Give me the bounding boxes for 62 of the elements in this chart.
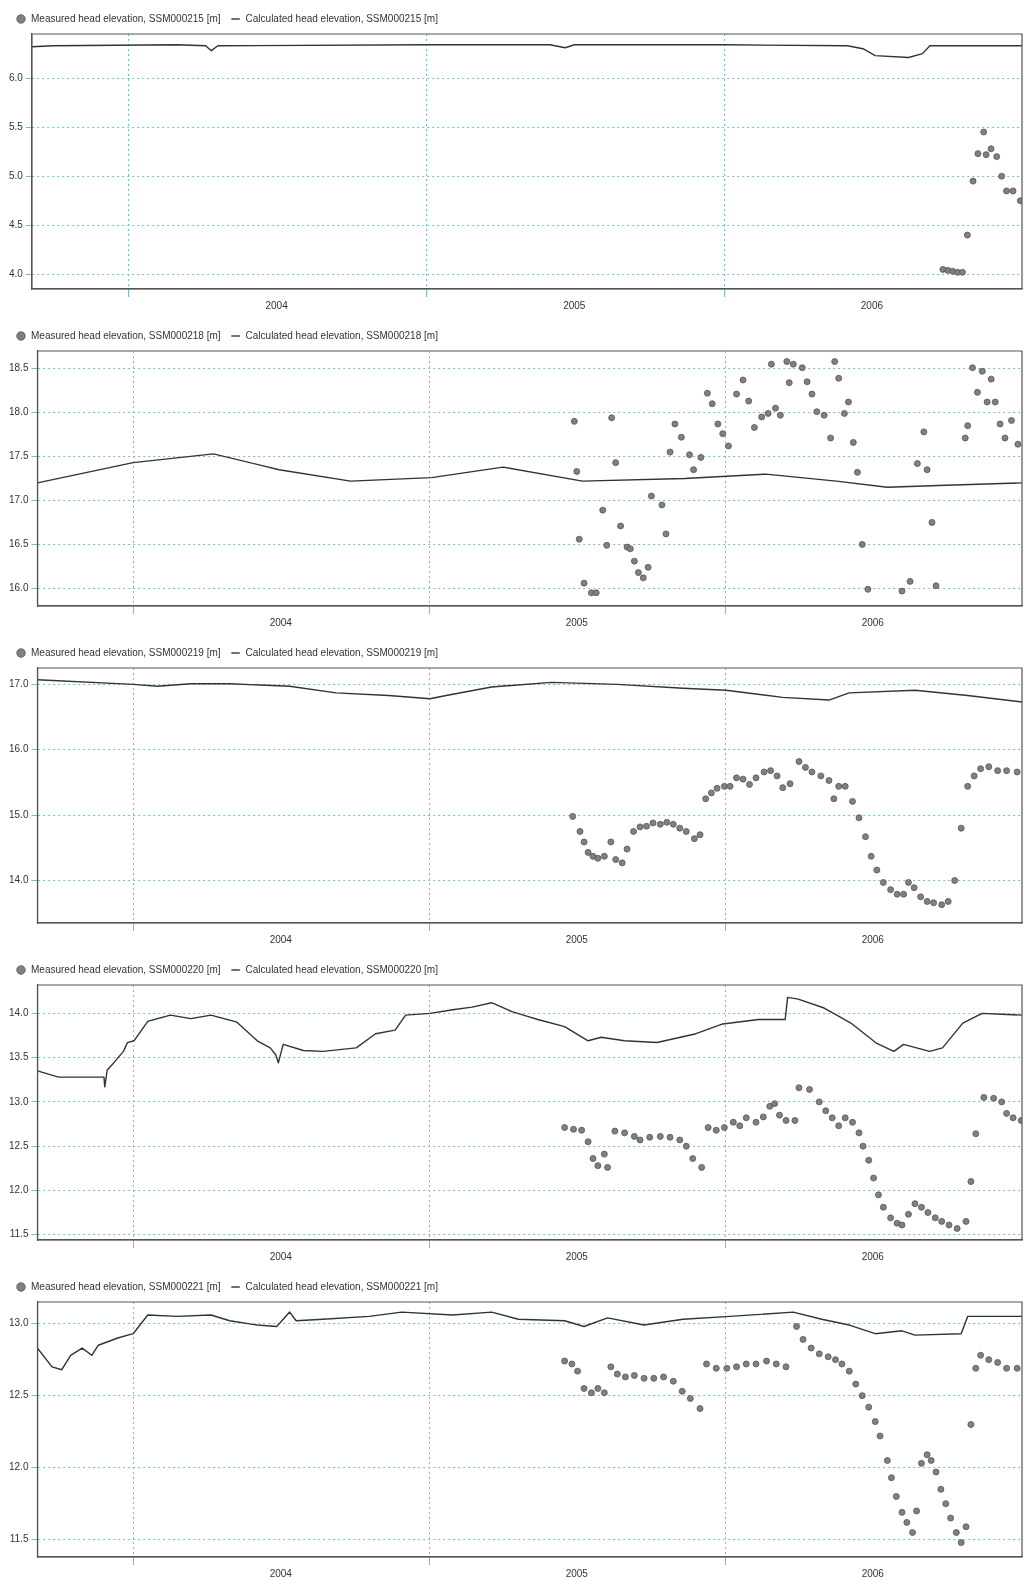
legend-label: Measured head elevation, SSM000219 [m] — [31, 646, 221, 658]
y-tick-label: 16.0 — [8, 582, 29, 594]
x-tick-label: 2006 — [861, 933, 885, 945]
y-tick-label: 17.0 — [8, 494, 29, 506]
point — [959, 268, 966, 276]
legend-label: Measured head elevation, SSM000221 [m] — [31, 1280, 221, 1292]
legend-label: Measured head elevation, SSM000215 [m] — [31, 12, 221, 24]
x-tick-label: 2005 — [565, 616, 589, 628]
x-tick-label: 2004 — [269, 933, 293, 945]
x-tick-label: 2004 — [269, 616, 293, 628]
y-tick-label: 18.5 — [8, 362, 29, 374]
legend-label: Measured head elevation, SSM000220 [m] — [31, 963, 221, 975]
point — [969, 177, 977, 185]
y-tick-label: 15.0 — [8, 808, 29, 820]
y-tick-label: 4.0 — [9, 268, 24, 280]
x-tick-label: 2005 — [565, 933, 589, 945]
y-tick-label: 6.0 — [9, 71, 24, 83]
y-tick-label: 5.0 — [9, 169, 24, 181]
x-tick-label: 2004 — [265, 299, 289, 311]
legend-label: Calculated head elevation, SSM000220 [m] — [245, 963, 439, 975]
x-tick-label: 2005 — [563, 299, 586, 311]
point — [982, 151, 990, 159]
x-tick-label: 2005 — [565, 1250, 589, 1262]
legend-label: Calculated head elevation, SSM000221 [m] — [245, 1280, 439, 1292]
x-tick-label: 2005 — [565, 1567, 589, 1579]
legend-label: Calculated head elevation, SSM000218 [m] — [245, 329, 439, 341]
x-tick-label: 2006 — [860, 299, 884, 311]
y-tick-label: 16.0 — [8, 743, 29, 755]
y-tick-label: 13.5 — [8, 1051, 29, 1063]
y-tick-label: 17.0 — [8, 678, 29, 690]
x-tick-label: 2006 — [861, 1250, 885, 1262]
y-tick-label: 11.5 — [9, 1228, 29, 1240]
x-tick-label: 2004 — [269, 1250, 293, 1262]
y-tick-label: 14.0 — [8, 874, 29, 886]
y-tick-label: 17.5 — [8, 450, 29, 462]
point — [987, 145, 995, 153]
y-tick-label: 12.5 — [8, 1389, 29, 1401]
y-tick-label: 12.0 — [8, 1461, 29, 1473]
point — [980, 128, 988, 136]
point — [998, 172, 1006, 180]
point — [1016, 197, 1022, 205]
y-tick-label: 11.5 — [9, 1533, 29, 1545]
y-tick-label: 12.0 — [8, 1184, 29, 1196]
legend-label: Measured head elevation, SSM000218 [m] — [31, 329, 221, 341]
point — [963, 231, 971, 239]
x-tick-label: 2006 — [861, 616, 885, 628]
point — [974, 150, 982, 158]
x-tick-label: 2006 — [861, 1567, 885, 1579]
y-tick-label: 13.0 — [8, 1317, 29, 1329]
legend-label: Calculated head elevation, SSM000219 [m] — [245, 646, 439, 658]
point — [1009, 187, 1017, 195]
y-tick-label: 16.5 — [8, 538, 29, 550]
y-tick-label: 18.0 — [8, 406, 29, 418]
y-tick-label: 14.0 — [8, 1007, 29, 1019]
point — [993, 153, 1001, 160]
y-tick-label: 12.5 — [8, 1139, 29, 1151]
point — [1003, 187, 1010, 195]
y-tick-label: 5.5 — [9, 120, 24, 132]
legend-label: Calculated head elevation, SSM000215 [m] — [245, 12, 439, 24]
y-tick-label: 4.5 — [9, 219, 24, 230]
y-tick-label: 13.0 — [8, 1095, 29, 1107]
x-tick-label: 2004 — [269, 1567, 293, 1579]
